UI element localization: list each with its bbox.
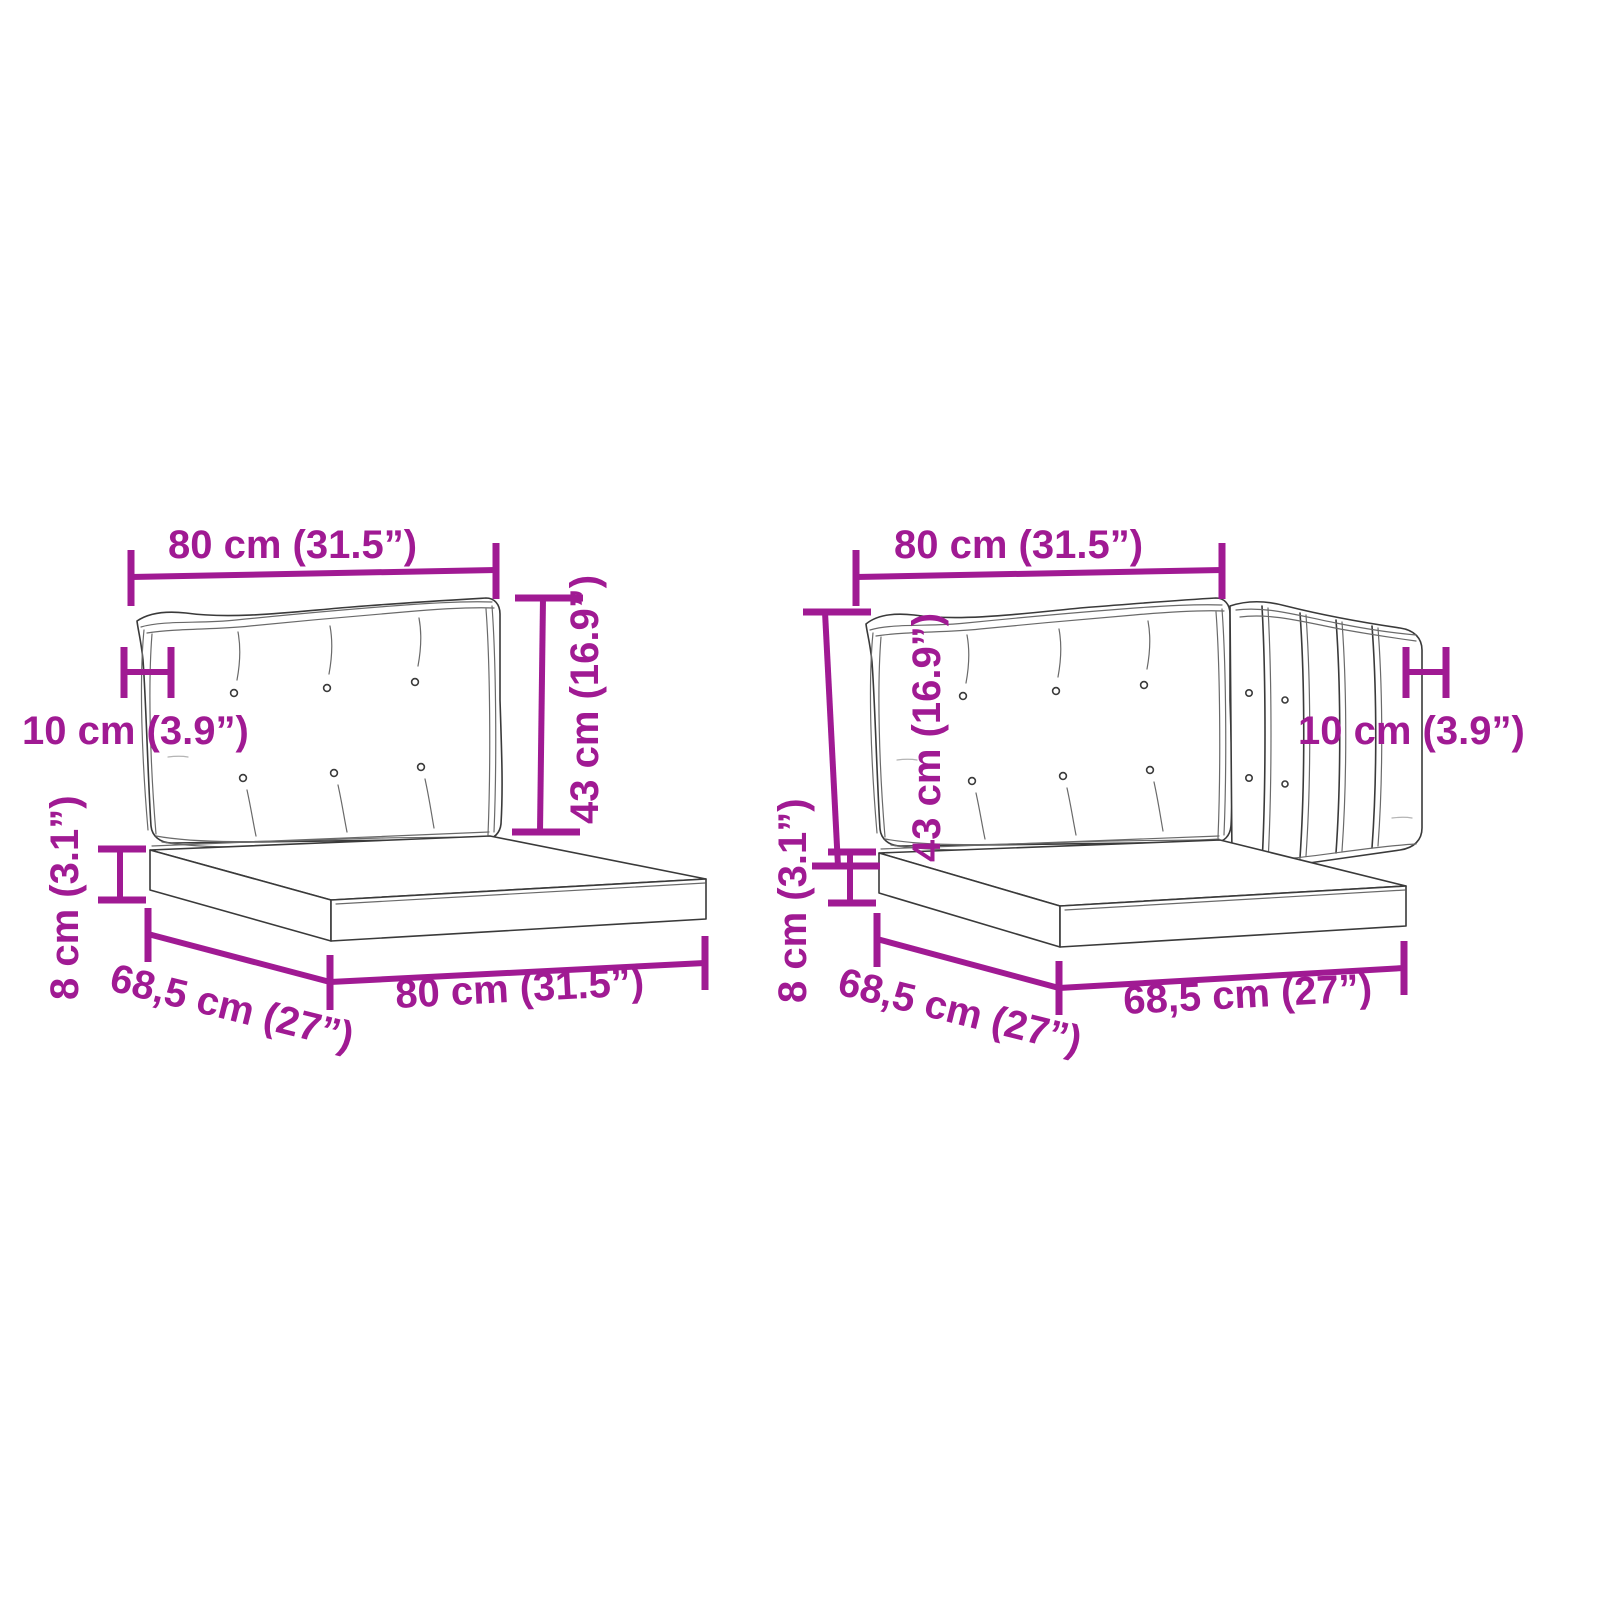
right-seat-cushion xyxy=(878,835,1407,948)
tuft-button xyxy=(416,762,426,772)
tuft-button xyxy=(410,677,420,687)
right-back-cushion-side xyxy=(1229,601,1423,869)
left-seat-thickness-label: 8 cm (3.1”) xyxy=(43,795,87,1000)
left-seat-depth-label: 68,5 cm (27”) xyxy=(106,956,358,1059)
left-top-width-label: 80 cm (31.5”) xyxy=(168,523,417,567)
tuft-button xyxy=(967,776,977,786)
tuft-button xyxy=(229,688,239,698)
left-seat-width-label: 80 cm (31.5”) xyxy=(394,960,645,1017)
tuft-button xyxy=(1245,688,1254,697)
right-dim-seat-thickness xyxy=(828,848,876,907)
right-seat-depth-label: 68,5 cm (27”) xyxy=(834,960,1086,1063)
right-back-cushion-rear xyxy=(865,597,1233,851)
left-dim-back-thickness xyxy=(120,647,175,698)
left-back-thickness-label: 10 cm (3.9”) xyxy=(22,709,249,753)
right-back-height-label: 43 cm (16.9”) xyxy=(905,613,949,862)
left-dim-back-height xyxy=(512,594,583,836)
right-dim-back-height xyxy=(803,608,880,870)
tuft-button xyxy=(329,768,339,778)
right-dim-top-width xyxy=(852,543,1226,606)
tuft-button xyxy=(322,683,332,693)
left-seat-cushion xyxy=(149,831,707,942)
right-seat-thickness-label: 8 cm (3.1”) xyxy=(771,798,815,1003)
left-dim-top-width xyxy=(127,543,500,606)
tuft-button xyxy=(1281,780,1289,788)
right-top-width-label: 80 cm (31.5”) xyxy=(894,523,1143,567)
left-dim-seat-thickness xyxy=(98,845,146,904)
tuft-button xyxy=(1245,773,1254,782)
tuft-button xyxy=(1145,765,1155,775)
left-figure: 80 cm (31.5”) 10 cm (3.9”) 43 cm (16.9”)… xyxy=(22,523,709,1059)
left-back-height-label: 43 cm (16.9”) xyxy=(563,575,607,824)
tuft-button xyxy=(238,773,248,783)
right-seat-width-label: 68,5 cm (27”) xyxy=(1122,966,1373,1023)
tuft-button xyxy=(958,691,968,701)
tuft-button xyxy=(1281,696,1289,704)
tuft-button xyxy=(1058,771,1068,781)
right-dim-back-thickness xyxy=(1402,647,1450,698)
right-back-thickness-label: 10 cm (3.9”) xyxy=(1298,709,1525,753)
tuft-button xyxy=(1051,686,1061,696)
left-dim-bottom xyxy=(144,908,709,1010)
right-dim-bottom xyxy=(873,913,1408,1015)
tuft-button xyxy=(1139,680,1149,690)
right-figure: 80 cm (31.5”) 10 cm (3.9”) 43 cm (16.9”)… xyxy=(771,523,1525,1063)
